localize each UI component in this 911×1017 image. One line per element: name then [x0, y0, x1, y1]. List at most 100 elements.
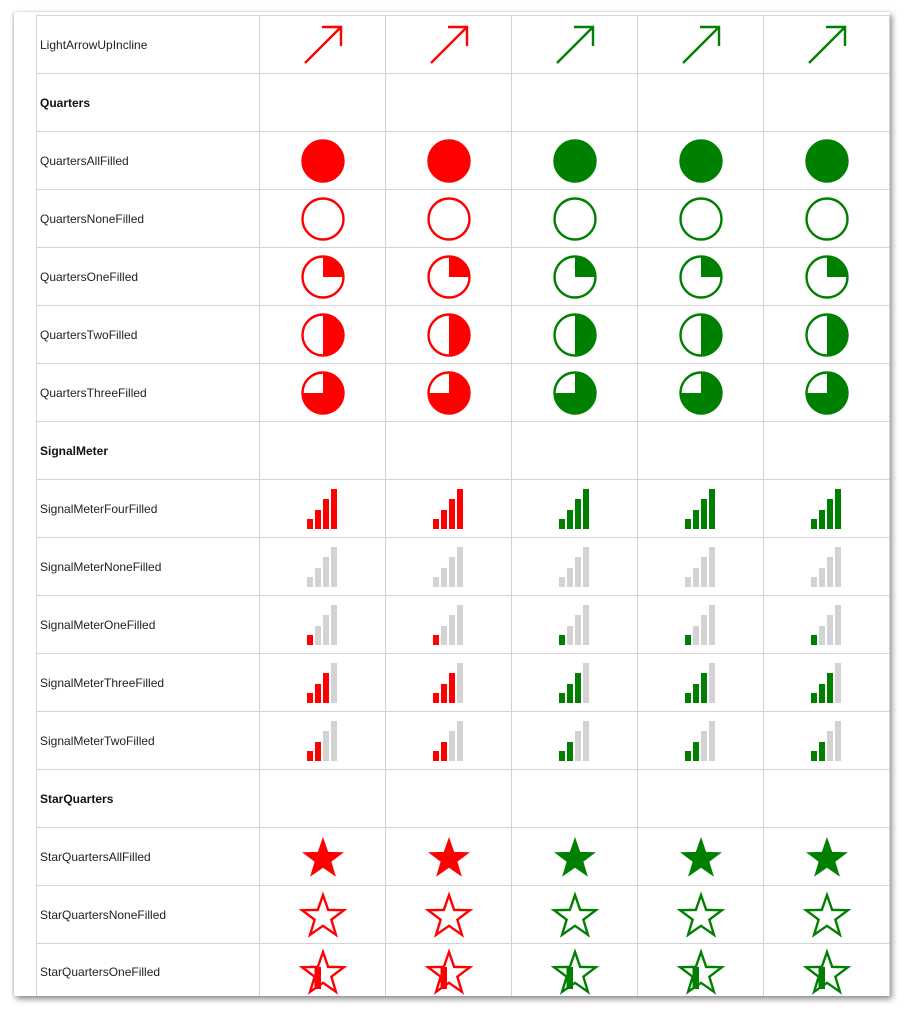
- quarters-all-filled-icon: [300, 138, 345, 183]
- icon-row: QuartersNoneFilled: [36, 189, 890, 248]
- signal-bar-2: [314, 509, 321, 529]
- icon-cell: [259, 479, 386, 538]
- icon-cell: [385, 15, 512, 74]
- signal-meter-none-filled-icon: [306, 546, 337, 587]
- signal-bar-3: [574, 672, 581, 703]
- arrow-up-incline-icon: [303, 25, 342, 64]
- signal-meter-three-filled-icon: [432, 662, 463, 703]
- signal-bar-4: [708, 662, 715, 703]
- icon-cell: [259, 827, 386, 886]
- signal-meter-four-filled-icon: [306, 488, 337, 529]
- signal-bar-1: [306, 750, 313, 761]
- signal-bar-2: [818, 567, 825, 587]
- signal-meter-four-filled-icon: [558, 488, 589, 529]
- signal-bar-3: [448, 556, 455, 587]
- icon-cell: [385, 73, 512, 132]
- icon-row: StarQuartersAllFilled: [36, 827, 890, 886]
- icon-cell: [385, 305, 512, 364]
- signal-bar-2: [566, 683, 573, 703]
- icon-cell: [511, 363, 638, 422]
- icon-cell: [763, 73, 890, 132]
- arrow-up-incline-icon: [555, 25, 594, 64]
- signal-meter-four-filled-icon: [684, 488, 715, 529]
- star-quarters-one-filled-icon: [676, 948, 725, 995]
- signal-bar-4: [330, 720, 337, 761]
- signal-bar-2: [692, 741, 699, 761]
- signal-bar-1: [684, 692, 691, 703]
- signal-bar-4: [456, 604, 463, 645]
- icon-cell: [763, 827, 890, 886]
- quarters-one-filled-icon: [678, 254, 723, 299]
- quarters-all-filled-icon: [678, 138, 723, 183]
- signal-bar-1: [810, 518, 817, 529]
- star-quarters-all-filled-icon: [679, 836, 722, 877]
- icon-cell: [763, 131, 890, 190]
- quarters-one-filled-icon: [426, 254, 471, 299]
- signal-bar-1: [558, 576, 565, 587]
- signal-bar-1: [558, 634, 565, 645]
- icon-cell: [637, 305, 764, 364]
- star-quarters-one-filled-icon: [298, 948, 347, 995]
- icon-cell: [259, 189, 386, 248]
- signal-bar-1: [558, 750, 565, 761]
- quarters-all-filled-icon: [426, 138, 471, 183]
- icon-cell: [385, 943, 512, 996]
- signal-bar-2: [692, 509, 699, 529]
- signal-bar-4: [834, 604, 841, 645]
- icon-cell: [763, 537, 890, 596]
- icon-cell: [763, 15, 890, 74]
- signal-meter-none-filled-icon: [432, 546, 463, 587]
- icon-row: LightArrowUpIncline: [36, 15, 890, 74]
- icon-cell: [763, 885, 890, 944]
- quarters-none-filled-icon: [804, 196, 849, 241]
- signal-bar-2: [440, 509, 447, 529]
- icon-row: SignalMeterNoneFilled: [36, 537, 890, 596]
- icon-cell: [385, 363, 512, 422]
- signal-bar-1: [810, 692, 817, 703]
- icon-row: StarQuartersOneFilled: [36, 943, 890, 996]
- signal-bar-3: [574, 614, 581, 645]
- icon-cell: [385, 537, 512, 596]
- icon-cell: [637, 711, 764, 770]
- icon-cell: [511, 711, 638, 770]
- signal-bar-2: [818, 509, 825, 529]
- icon-cell: [385, 247, 512, 306]
- quarters-all-filled-icon: [804, 138, 849, 183]
- signal-bar-4: [582, 662, 589, 703]
- signal-bar-3: [322, 614, 329, 645]
- icon-cell: [385, 189, 512, 248]
- quarters-none-filled-icon: [300, 196, 345, 241]
- icon-cell: [511, 595, 638, 654]
- signal-meter-one-filled-icon: [306, 604, 337, 645]
- signal-bar-4: [330, 546, 337, 587]
- signal-bar-3: [700, 614, 707, 645]
- icon-cell: [511, 653, 638, 712]
- icon-label: SignalMeterOneFilled: [36, 595, 260, 654]
- signal-bar-2: [566, 509, 573, 529]
- signal-bar-4: [330, 604, 337, 645]
- icon-label: QuartersThreeFilled: [36, 363, 260, 422]
- icon-label: QuartersOneFilled: [36, 247, 260, 306]
- icon-cell: [511, 421, 638, 480]
- icon-label: StarQuartersOneFilled: [36, 943, 260, 996]
- signal-meter-one-filled-icon: [432, 604, 463, 645]
- icon-cell: [511, 537, 638, 596]
- signal-bar-3: [826, 672, 833, 703]
- icon-cell: [259, 363, 386, 422]
- icon-cell: [259, 711, 386, 770]
- icon-cell: [511, 73, 638, 132]
- icon-cell: [511, 15, 638, 74]
- signal-bar-1: [810, 750, 817, 761]
- icon-cell: [763, 943, 890, 996]
- icon-cell: [259, 769, 386, 828]
- signal-bar-3: [574, 730, 581, 761]
- icon-label: QuartersNoneFilled: [36, 189, 260, 248]
- quarters-none-filled-icon: [552, 196, 597, 241]
- icon-cell: [637, 595, 764, 654]
- star-quarters-one-filled-icon: [424, 948, 473, 995]
- signal-bar-1: [306, 634, 313, 645]
- signal-bar-1: [432, 576, 439, 587]
- signal-bar-3: [826, 730, 833, 761]
- signal-bar-3: [826, 556, 833, 587]
- icon-cell: [259, 421, 386, 480]
